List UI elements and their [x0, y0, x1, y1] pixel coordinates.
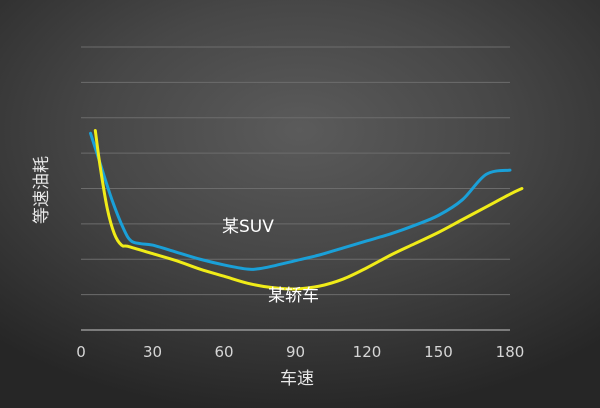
series-line-0: [89, 131, 512, 271]
x-tick-label: 120: [353, 343, 382, 361]
series-lines: [89, 128, 524, 291]
series-labels: 某SUV 某轿车: [222, 217, 319, 306]
x-tick-label: 30: [143, 343, 162, 361]
x-tick-label: 180: [496, 343, 525, 361]
series-label-0: 某SUV: [222, 217, 274, 237]
gridlines: [81, 46, 510, 296]
x-tick-label: 150: [424, 343, 453, 361]
x-axis-title: 车速: [280, 369, 314, 389]
x-tick-label: 0: [76, 343, 86, 361]
series-label-1: 某轿车: [268, 286, 319, 306]
x-tick-label: 60: [214, 343, 233, 361]
series-line-1: [93, 128, 524, 291]
x-tick-label: 90: [286, 343, 305, 361]
x-tick-labels: 0 30 60 90 120 150 180: [76, 343, 524, 361]
y-axis-title: 等速油耗: [32, 156, 52, 224]
